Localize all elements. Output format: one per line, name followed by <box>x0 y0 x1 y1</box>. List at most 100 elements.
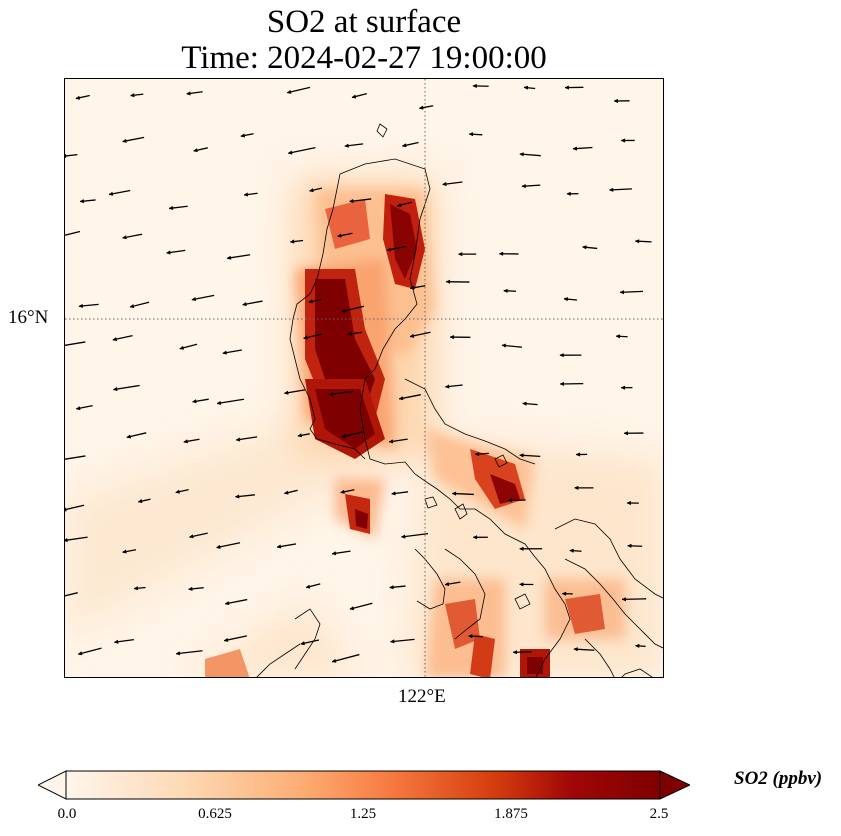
wind-vector-head <box>398 396 404 401</box>
wind-vector-head <box>183 439 188 444</box>
wind-vector-head <box>328 391 334 397</box>
wind-vector-head <box>522 401 527 406</box>
wind-vector <box>65 455 86 460</box>
wind-vector <box>287 86 311 94</box>
wind-vector-head <box>129 303 135 309</box>
wind-vector <box>349 602 373 610</box>
colorbar-tick-4: 2.5 <box>649 806 669 822</box>
wind-vector-head <box>331 551 337 556</box>
latitude-label: 16°N <box>8 307 49 328</box>
wind-vector-head <box>78 303 83 309</box>
wind-vector-head <box>351 94 357 99</box>
wind-vector-head <box>521 183 526 189</box>
wind-vector-head <box>512 650 518 655</box>
wind-vector-head <box>519 453 524 458</box>
wind-vector-head <box>563 297 569 302</box>
wind-vector-head <box>283 490 289 495</box>
wind-vector-head <box>331 658 337 663</box>
wind-vector-head <box>65 507 67 512</box>
wind-vector-head <box>165 250 171 255</box>
wind-vector <box>65 230 81 236</box>
wind-vector-head <box>129 93 135 98</box>
wind-vector-head <box>573 485 579 491</box>
wind-vector <box>65 592 78 597</box>
wind-vector-head <box>133 586 139 591</box>
coastlines <box>256 123 663 677</box>
wind-vector <box>227 254 251 259</box>
wind-vector-head <box>388 439 394 444</box>
wind-vector-head <box>122 138 127 143</box>
graticule <box>65 79 663 677</box>
wind-vector-head <box>287 150 293 155</box>
wind-vector-head <box>561 591 567 596</box>
wind-vector-head <box>507 498 513 503</box>
wind-vector-head <box>344 143 349 148</box>
wind-vector-head <box>451 491 457 496</box>
wind-vector-head <box>615 334 621 339</box>
wind-vector-head <box>619 290 625 295</box>
wind-vector-head <box>75 95 81 100</box>
wind-vector-head <box>75 406 81 411</box>
wind-vector-head <box>283 390 289 395</box>
wind-vector-head <box>457 252 463 257</box>
colorbar-max-arrow <box>659 770 692 800</box>
wind-vector-head <box>400 534 406 539</box>
wind-vector-head <box>503 288 508 294</box>
wind-vector-head <box>234 494 240 499</box>
wind-vector-head <box>240 133 246 138</box>
wind-vector-head <box>235 437 241 442</box>
wind-vector-head <box>559 381 565 387</box>
wind-vector-head <box>188 586 193 591</box>
wind-vector-head <box>77 651 83 656</box>
wind-vector-head <box>242 301 247 307</box>
wind-vector-head <box>341 433 347 439</box>
wind-vector-head <box>627 543 632 549</box>
wind-vector <box>216 398 245 405</box>
wind-vector-head <box>449 334 454 340</box>
wind-vector-head <box>186 91 191 96</box>
wind-vector-head <box>409 285 415 290</box>
wind-vector-head <box>634 239 640 244</box>
wind-vector-head <box>191 296 197 302</box>
wind-vector-head <box>188 534 194 539</box>
wind-vector-head <box>340 489 345 494</box>
wind-vector-head <box>582 245 587 250</box>
wind-vector-head <box>623 431 629 436</box>
colorbar-tick-2: 1.25 <box>349 806 377 822</box>
wind-vector-head <box>389 639 395 644</box>
wind-vector-head <box>308 188 314 193</box>
wind-vector-head <box>608 187 614 192</box>
longitude-label: 122°E <box>398 686 446 707</box>
colorbar-tick-0: 0.0 <box>57 806 77 822</box>
map-time: Time: 2024-02-27 19:00:00 <box>181 40 547 76</box>
wind-vector-head <box>564 85 569 90</box>
colorbar-min-arrow <box>36 770 67 800</box>
wind-vector-head <box>79 198 85 204</box>
wind-vector-head <box>193 148 198 153</box>
wind-vector-head <box>401 143 407 148</box>
wind-vector-head <box>289 239 295 244</box>
wind-vector-head <box>472 535 478 540</box>
wind-vector-head <box>634 643 640 649</box>
colorbar-bar <box>65 770 661 800</box>
wind-vector-head <box>286 89 292 94</box>
wind-vector-head <box>112 336 118 342</box>
wind-vector-head <box>168 205 174 211</box>
map-title: SO2 at surface <box>266 4 462 40</box>
wind-vector-head <box>175 651 181 656</box>
wind-vector-head <box>175 489 180 494</box>
wind-vector-head <box>179 345 185 350</box>
wind-vector-head <box>445 279 451 284</box>
wind-vector-head <box>215 544 221 549</box>
wind-vector-head <box>223 637 229 642</box>
wind-vector-head <box>518 582 524 587</box>
wind-vector-head <box>519 546 524 551</box>
wind-vector-head <box>566 191 571 196</box>
wind-vector-head <box>573 647 578 652</box>
wind-vector-head <box>113 639 119 644</box>
wind-vector-head <box>620 385 626 390</box>
wind-vector-head <box>559 353 564 358</box>
colorbar-tick-1: 0.625 <box>198 806 232 822</box>
wind-vector-head <box>467 634 473 639</box>
wind-vector <box>65 341 86 346</box>
